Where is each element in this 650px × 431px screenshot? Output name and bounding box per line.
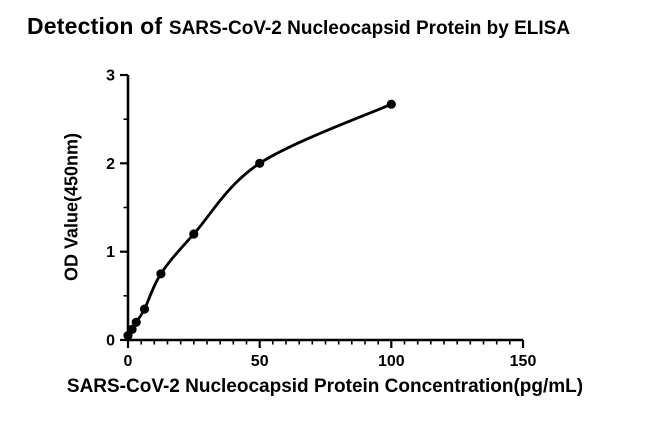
y-tick-label: 3	[106, 68, 115, 85]
x-tick-label: 0	[124, 353, 133, 370]
data-point	[255, 158, 265, 168]
x-axis-label: SARS-CoV-2 Nucleocapsid Protein Concentr…	[66, 376, 584, 397]
data-point	[386, 99, 396, 109]
data-point	[139, 304, 150, 314]
x-tick-label: 100	[378, 353, 405, 370]
data-point	[156, 269, 166, 279]
data-point	[189, 229, 199, 239]
axis-frame	[126, 75, 523, 342]
fit-curve	[126, 102, 393, 337]
data-point	[127, 324, 137, 334]
chart-title-main: SARS-CoV-2 Nucleocapsid Protein by ELISA	[168, 18, 571, 39]
x-tick-label: 150	[510, 353, 537, 370]
data-point	[131, 317, 141, 327]
chart-title: Detection of SARS-CoV-2 Nucleocapsid Pro…	[27, 13, 570, 40]
y-tick-label: 0	[106, 333, 115, 350]
y-tick-label: 2	[106, 156, 115, 173]
y-axis-label: OD Value(450nm)	[61, 132, 82, 282]
chart-title-prefix: Detection of	[27, 13, 169, 39]
x-tick-label: 50	[251, 353, 269, 370]
y-tick-label: 1	[106, 244, 115, 261]
